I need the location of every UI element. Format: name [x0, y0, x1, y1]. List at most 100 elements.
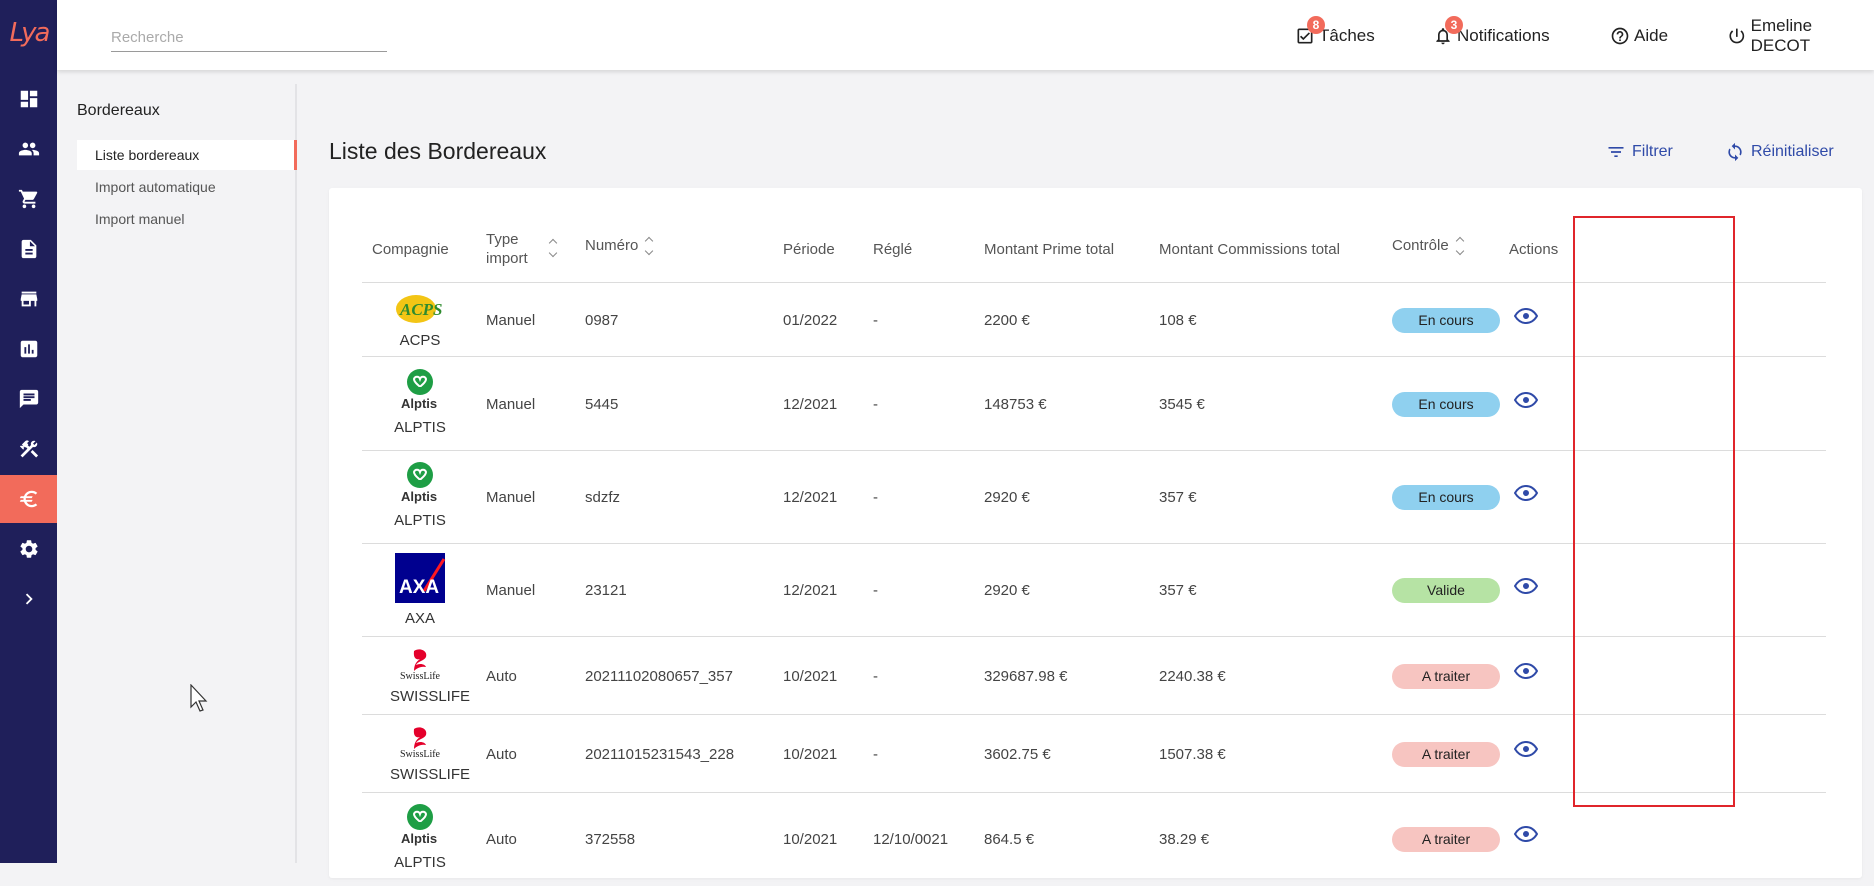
col-header-number[interactable]: Numéro	[585, 234, 654, 258]
company-name: SWISSLIFE	[390, 688, 471, 705]
tasks-label: Tâches	[1319, 26, 1375, 45]
number-cell: 23121	[585, 582, 627, 599]
swisslife-logo: SwissLife	[400, 727, 441, 760]
type-cell: Auto	[486, 668, 517, 685]
col-header-commission: Montant Commissions total	[1159, 241, 1340, 258]
table-row: ACPS ACPS Manuel 0987 01/2022 - 2200 € 1…	[362, 283, 1826, 357]
number-cell: sdzfz	[585, 489, 621, 506]
message-icon	[19, 389, 38, 409]
table-row: Alptis ALPTIS Manuel 5445 12/2021 - 1487…	[362, 358, 1826, 451]
type-cell: Manuel	[486, 396, 536, 413]
view-button[interactable]	[1513, 825, 1539, 843]
stats-nav[interactable]	[0, 325, 57, 373]
chart-icon	[20, 340, 37, 358]
settled-cell: -	[873, 668, 878, 685]
company-logo-cell: ACPS ACPS	[390, 293, 450, 349]
type-cell: Auto	[486, 746, 517, 763]
company-name: ALPTIS	[394, 419, 446, 436]
svg-text:SwissLife: SwissLife	[400, 749, 441, 759]
status-badge: A traiter	[1392, 664, 1500, 689]
control-column-highlight	[1573, 216, 1735, 807]
filter-button[interactable]: Filtrer	[1606, 142, 1673, 162]
tasks-icon-wrap: 8	[1295, 16, 1325, 46]
view-button[interactable]	[1513, 740, 1539, 758]
tools-icon	[19, 440, 38, 458]
help-button[interactable]: Aide	[1610, 24, 1668, 48]
svg-text:SwissLife: SwissLife	[400, 671, 441, 681]
premium-cell: 2920 €	[984, 489, 1030, 506]
tools-nav[interactable]	[0, 425, 57, 473]
app-logo[interactable]: Lya	[9, 18, 51, 48]
period-cell: 10/2021	[783, 668, 838, 685]
premium-cell: 2920 €	[984, 582, 1030, 599]
type-cell: Manuel	[486, 312, 536, 329]
number-cell: 20211102080657_357	[585, 668, 733, 685]
commission-cell: 38.29 €	[1159, 831, 1210, 848]
view-button[interactable]	[1513, 391, 1539, 409]
col-header-actions: Actions	[1509, 241, 1559, 258]
subnav-item-import-automatique[interactable]: Import automatique	[95, 179, 216, 195]
user-name-label: Emeline DECOT	[1750, 16, 1813, 55]
table-row: SwissLife SWISSLIFE Auto 20211015231543_…	[362, 715, 1826, 793]
finance-nav[interactable]	[0, 475, 57, 523]
refresh-icon	[1728, 142, 1742, 162]
notifications-label: Notifications	[1457, 26, 1550, 45]
contacts-nav[interactable]	[0, 125, 57, 173]
messages-nav[interactable]	[0, 375, 57, 423]
acps-logo: ACPS	[396, 295, 443, 323]
number-cell: 20211015231543_228	[585, 746, 735, 763]
commission-cell: 3545 €	[1159, 396, 1205, 413]
chevron-right-icon	[25, 593, 33, 605]
period-cell: 10/2021	[783, 831, 838, 848]
table-header: Compagnie Type import Numéro Période Rég…	[362, 188, 1826, 283]
alptis-logo: Alptis	[401, 804, 437, 846]
view-button[interactable]	[1513, 484, 1539, 502]
premium-cell: 329687.98 €	[984, 668, 1068, 685]
table-row: Alptis ALPTIS Manuel sdzfz 12/2021 - 292…	[362, 451, 1826, 544]
settings-nav[interactable]	[0, 525, 57, 573]
period-cell: 12/2021	[783, 489, 838, 506]
number-cell: 5445	[585, 396, 619, 413]
documents-nav[interactable]	[0, 225, 57, 273]
settled-cell: -	[873, 746, 878, 763]
svg-text:Alptis: Alptis	[401, 489, 437, 504]
sort-icon[interactable]	[548, 236, 558, 260]
number-cell: 372558	[585, 831, 636, 848]
type-cell: Manuel	[486, 489, 536, 506]
subnav-item-liste-bordereaux[interactable]: Liste bordereaux	[77, 140, 297, 170]
col-header-control-label: Contrôle	[1392, 236, 1449, 254]
shop-nav[interactable]	[0, 175, 57, 223]
col-header-type-line1: Type	[486, 231, 519, 248]
svg-text:AXA: AXA	[399, 577, 439, 598]
col-header-type-import[interactable]: Type import	[486, 230, 528, 268]
swisslife-logo: SwissLife	[400, 649, 441, 682]
view-button[interactable]	[1513, 307, 1539, 325]
help-circle-icon	[1611, 27, 1629, 45]
commission-cell: 357 €	[1159, 582, 1197, 599]
type-cell: Auto	[486, 831, 517, 848]
view-button[interactable]	[1513, 577, 1539, 595]
premium-cell: 864.5 €	[984, 831, 1035, 848]
reset-button[interactable]: Réinitialiser	[1725, 142, 1834, 162]
view-button[interactable]	[1513, 662, 1539, 680]
store-nav[interactable]	[0, 275, 57, 323]
sort-icon[interactable]	[1455, 234, 1465, 258]
tasks-button[interactable]: 8 Tâches	[1295, 16, 1375, 48]
sort-icon[interactable]	[644, 234, 654, 258]
eye-icon	[1513, 662, 1539, 680]
eye-icon	[1513, 484, 1539, 502]
settled-cell: -	[873, 489, 878, 506]
company-name: SWISSLIFE	[390, 766, 471, 783]
bell-icon	[1436, 28, 1450, 45]
eye-icon	[1513, 577, 1539, 595]
dashboard-nav[interactable]	[0, 75, 57, 123]
eye-icon	[1513, 391, 1539, 409]
notifications-button[interactable]: 3 Notifications	[1433, 16, 1550, 48]
col-header-control[interactable]: Contrôle	[1392, 234, 1465, 258]
expand-nav[interactable]	[0, 575, 57, 623]
subnav-item-import-manuel[interactable]: Import manuel	[95, 211, 185, 227]
search-input[interactable]	[111, 24, 387, 52]
user-logout-button[interactable]: Emeline DECOT	[1727, 16, 1874, 55]
eye-icon	[1513, 307, 1539, 325]
company-logo-cell: SwissLife SWISSLIFE	[390, 647, 471, 705]
